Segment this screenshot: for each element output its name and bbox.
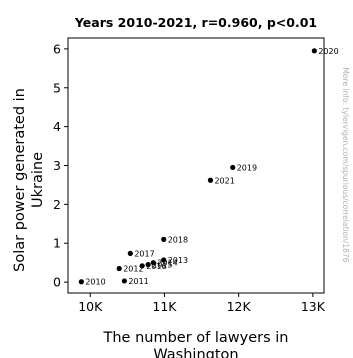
y-tick-label: 3	[53, 158, 61, 173]
y-tick-label: 6	[53, 41, 61, 56]
data-point-2021	[207, 177, 214, 183]
data-point-2013	[161, 257, 167, 263]
y-axis-label: Solar power generated in Ukraine	[12, 88, 46, 272]
y-tick-label: 4	[53, 119, 61, 134]
data-point-2014	[150, 260, 156, 266]
data-point-label-2018: 2018	[168, 235, 188, 244]
data-point-2020	[311, 48, 317, 54]
watermark: More info: tylervigen.com/spurious/corre…	[341, 68, 350, 263]
x-tick-label: 11K	[152, 299, 177, 314]
data-point-label-2010: 2010	[85, 278, 105, 287]
data-point-label-2020: 2020	[318, 47, 338, 56]
data-point-label-2017: 2017	[134, 249, 154, 258]
data-point-label-2016: 2016	[146, 262, 166, 271]
y-tick-label: 2	[53, 197, 61, 212]
data-point-label-2013: 2013	[168, 256, 188, 265]
data-point-label-2021: 2021	[214, 176, 234, 185]
chart-title: Years 2010-2021, r=0.960, p<0.01	[74, 15, 317, 30]
data-point-2018	[161, 236, 167, 242]
data-point-2012	[116, 265, 122, 272]
data-point-label-2011: 2011	[128, 277, 148, 286]
plot-frame	[67, 37, 325, 294]
data-point-label-2012: 2012	[123, 265, 143, 274]
x-axis-label: The number of lawyers in Washington	[103, 330, 289, 358]
x-tick-label: 12K	[227, 299, 252, 314]
data-point-label-2015: 2015	[152, 261, 172, 270]
y-tick-label: 0	[53, 275, 61, 290]
x-tick-label: 13K	[301, 299, 326, 314]
data-point-2019	[230, 164, 236, 171]
data-point-label-2014: 2014	[157, 259, 177, 268]
x-tick-label: 10K	[78, 299, 103, 314]
plot-area	[67, 37, 325, 294]
data-point-2015	[145, 262, 151, 268]
axis-ticks: 10K 11K 12K 13K 0 1 2 3 4 5 6	[53, 41, 326, 314]
data-point-2017	[127, 250, 133, 256]
data-point-2011	[121, 278, 127, 284]
data-point-2016	[139, 263, 145, 269]
y-tick-label: 5	[53, 80, 61, 95]
data-point-label-2019: 2019	[237, 163, 257, 172]
y-tick-label: 1	[53, 236, 61, 251]
data-point-2010	[78, 279, 84, 285]
